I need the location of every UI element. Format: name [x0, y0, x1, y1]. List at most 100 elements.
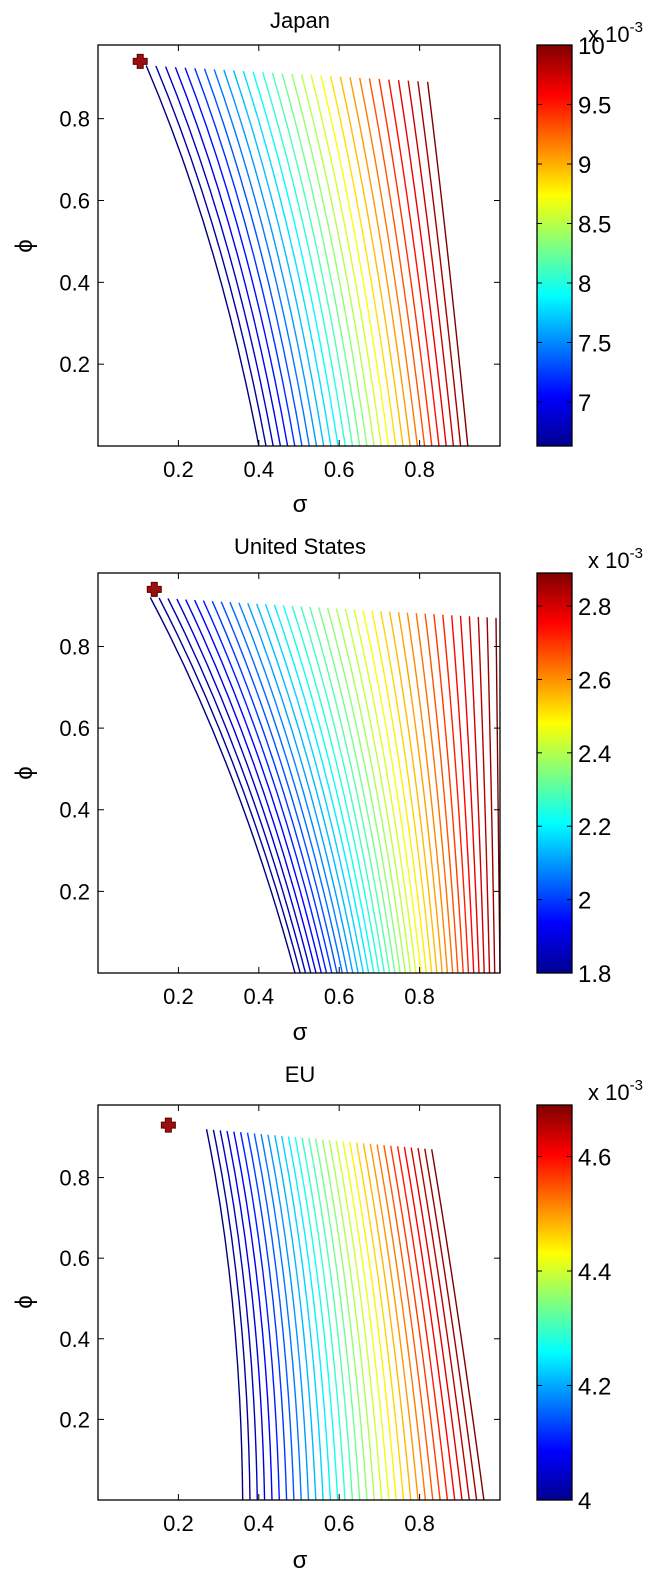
colorbar-tick-label: 2.8 — [578, 594, 611, 621]
contour-line — [194, 68, 296, 447]
contour-line — [205, 1129, 244, 1501]
contour-line — [407, 80, 455, 447]
contour-line — [294, 1136, 339, 1501]
contour-line — [477, 616, 491, 974]
y-tick-label: 0.4 — [59, 1327, 90, 1352]
colorbar-tick-label: 7 — [578, 390, 591, 417]
colorbar — [536, 1104, 573, 1501]
contour-line — [264, 604, 364, 974]
contour-line — [328, 1140, 375, 1501]
contour-line — [158, 597, 301, 974]
panel-title: United States — [234, 534, 366, 559]
contour-line — [353, 609, 417, 974]
contour-line — [229, 601, 343, 974]
contour-line — [424, 613, 459, 974]
y-axis-label: ϕ — [11, 239, 38, 252]
contour-line — [417, 81, 462, 447]
contour-line — [253, 1133, 295, 1501]
contour-line — [371, 610, 428, 974]
contour-line — [213, 69, 310, 447]
contour-line — [359, 77, 419, 447]
contour-line — [326, 607, 401, 974]
x-tick-label: 0.2 — [163, 1511, 194, 1536]
colorbar — [536, 44, 573, 447]
y-tick-label: 0.8 — [59, 1166, 90, 1191]
contour-line — [202, 600, 328, 974]
colorbar-tick-label: 10 — [578, 33, 605, 60]
x-tick-label: 0.4 — [244, 457, 275, 482]
contour-line — [291, 605, 380, 974]
contour-line — [376, 1144, 427, 1501]
x-tick-label: 0.6 — [324, 1511, 355, 1536]
contour-line — [267, 1134, 310, 1501]
contour-line — [280, 1135, 324, 1501]
y-axis-label: ϕ — [11, 1295, 38, 1308]
contour-line — [271, 72, 354, 447]
y-axis-label: ϕ — [11, 766, 38, 779]
contour-line — [424, 1148, 478, 1501]
contour-line — [362, 609, 422, 974]
contour-line — [486, 617, 496, 974]
contour-line — [339, 76, 404, 447]
contour-line — [308, 1138, 354, 1501]
contour-line — [184, 67, 289, 447]
contour-line — [145, 65, 260, 447]
y-tick-label: 0.8 — [59, 634, 90, 659]
y-tick-label: 0.2 — [59, 1407, 90, 1432]
colorbar-tick-label: 2.4 — [578, 741, 611, 768]
contour-line — [174, 66, 282, 447]
panel-title: Japan — [270, 8, 330, 33]
contour-line — [223, 69, 318, 447]
colorbar-tick-label: 4 — [578, 1488, 591, 1515]
contour-line — [176, 598, 312, 974]
contour-line — [238, 602, 349, 974]
contour-line — [396, 1146, 449, 1501]
panel-japan: Japan 0.2 0.4 0.6 0.8 0.2 0.4 0.6 0.8 σ ϕ 7 7.5… — [11, 8, 643, 518]
contour-line — [281, 73, 361, 447]
contour-line — [451, 615, 475, 974]
contour-line — [417, 1147, 470, 1501]
contour-line — [431, 1149, 485, 1501]
x-tick-label: 0.4 — [244, 1511, 275, 1536]
contour-line — [335, 1140, 383, 1501]
colorbar-tick-label: 4.2 — [578, 1374, 611, 1401]
contour-line — [390, 1145, 441, 1501]
y-tick-label: 0.6 — [59, 1246, 90, 1271]
contour-line — [335, 608, 407, 974]
contour-line — [329, 76, 397, 447]
contour-line — [368, 78, 426, 447]
contour-line — [273, 604, 370, 974]
contour-line — [193, 599, 322, 974]
contour-line — [232, 70, 325, 447]
contour-line — [406, 612, 449, 974]
y-tick-label: 0.2 — [59, 879, 90, 904]
optimum-marker-icon — [146, 581, 162, 597]
contour-line — [321, 1139, 368, 1501]
contour-line — [255, 603, 359, 974]
contour-line — [226, 1130, 266, 1501]
contour-line — [320, 75, 390, 447]
contour-line — [388, 611, 438, 974]
contour-line — [355, 1142, 405, 1501]
x-tick-label: 0.8 — [404, 1511, 435, 1536]
contour-line — [342, 1141, 390, 1501]
contour-line — [260, 1133, 302, 1501]
colorbar-tick-label: 2.6 — [578, 667, 611, 694]
y-tick-label: 0.4 — [59, 798, 90, 823]
x-tick-label: 0.2 — [163, 984, 194, 1009]
contour-line — [185, 599, 317, 974]
contour-line — [468, 616, 485, 974]
contour-line — [362, 1143, 412, 1501]
contour-line — [301, 1137, 346, 1501]
colorbar-tick-label: 2.2 — [578, 814, 611, 841]
contour-lines — [145, 65, 469, 447]
colorbar-tick-label: 1.8 — [578, 961, 611, 988]
contour-line — [262, 71, 346, 447]
y-tick-label: 0.4 — [59, 270, 90, 295]
contour-line — [309, 606, 391, 974]
x-tick-label: 0.6 — [324, 457, 355, 482]
contour-line — [211, 600, 333, 974]
colorbar-tick-label: 2 — [578, 888, 591, 915]
contour-line — [233, 1131, 273, 1501]
